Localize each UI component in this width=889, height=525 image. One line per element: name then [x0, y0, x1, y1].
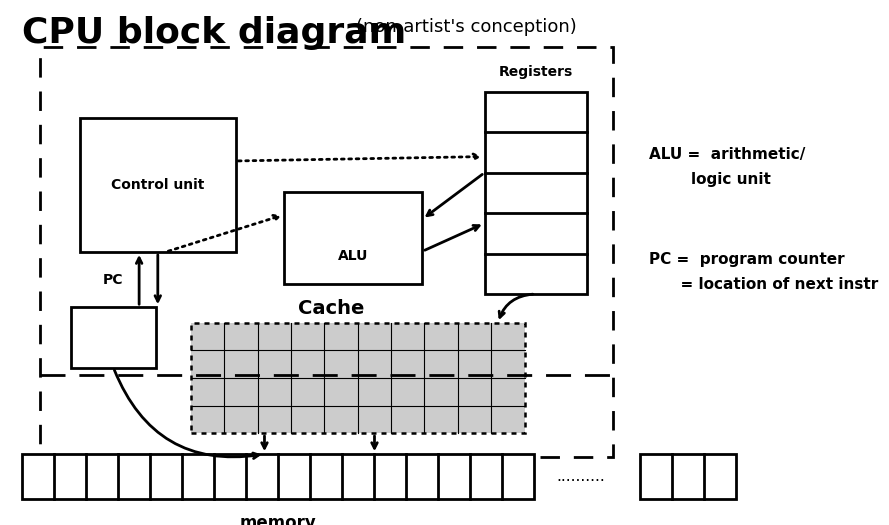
Bar — [71, 307, 156, 368]
Text: PC =  program counter
      = location of next instr: PC = program counter = location of next … — [649, 252, 878, 291]
Text: Control unit: Control unit — [111, 178, 204, 192]
Bar — [191, 323, 525, 433]
Text: memory: memory — [240, 514, 316, 525]
Text: PC: PC — [103, 273, 124, 287]
Bar — [284, 192, 422, 284]
Text: Registers: Registers — [499, 65, 573, 79]
Bar — [640, 454, 736, 499]
Bar — [485, 92, 587, 294]
Text: ..........: .......... — [557, 469, 605, 484]
Bar — [40, 47, 613, 457]
Text: Cache: Cache — [298, 299, 364, 318]
Text: ALU =  arithmetic/
        logic unit: ALU = arithmetic/ logic unit — [649, 147, 805, 186]
Text: CPU block diagram: CPU block diagram — [22, 16, 406, 50]
Bar — [22, 454, 534, 499]
Bar — [80, 118, 236, 252]
Text: (non-artist's conception): (non-artist's conception) — [356, 18, 576, 36]
Text: ALU: ALU — [338, 249, 369, 263]
Bar — [191, 323, 525, 433]
